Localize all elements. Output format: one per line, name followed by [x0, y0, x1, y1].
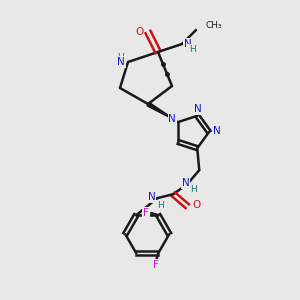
Text: N: N — [148, 192, 155, 202]
Text: H: H — [157, 201, 164, 210]
Text: N: N — [213, 126, 221, 136]
Text: H: H — [190, 185, 196, 194]
Text: F: F — [153, 260, 159, 270]
Polygon shape — [147, 102, 178, 122]
Text: O: O — [135, 27, 143, 37]
Text: N: N — [168, 114, 176, 124]
Text: H: H — [117, 53, 123, 62]
Text: H: H — [189, 44, 195, 53]
Text: N: N — [184, 39, 192, 49]
Text: CH₃: CH₃ — [206, 22, 223, 31]
Text: N: N — [117, 57, 125, 67]
Text: N: N — [194, 104, 202, 114]
Text: O: O — [192, 200, 200, 210]
Text: N: N — [182, 178, 189, 188]
Text: F: F — [143, 208, 149, 218]
